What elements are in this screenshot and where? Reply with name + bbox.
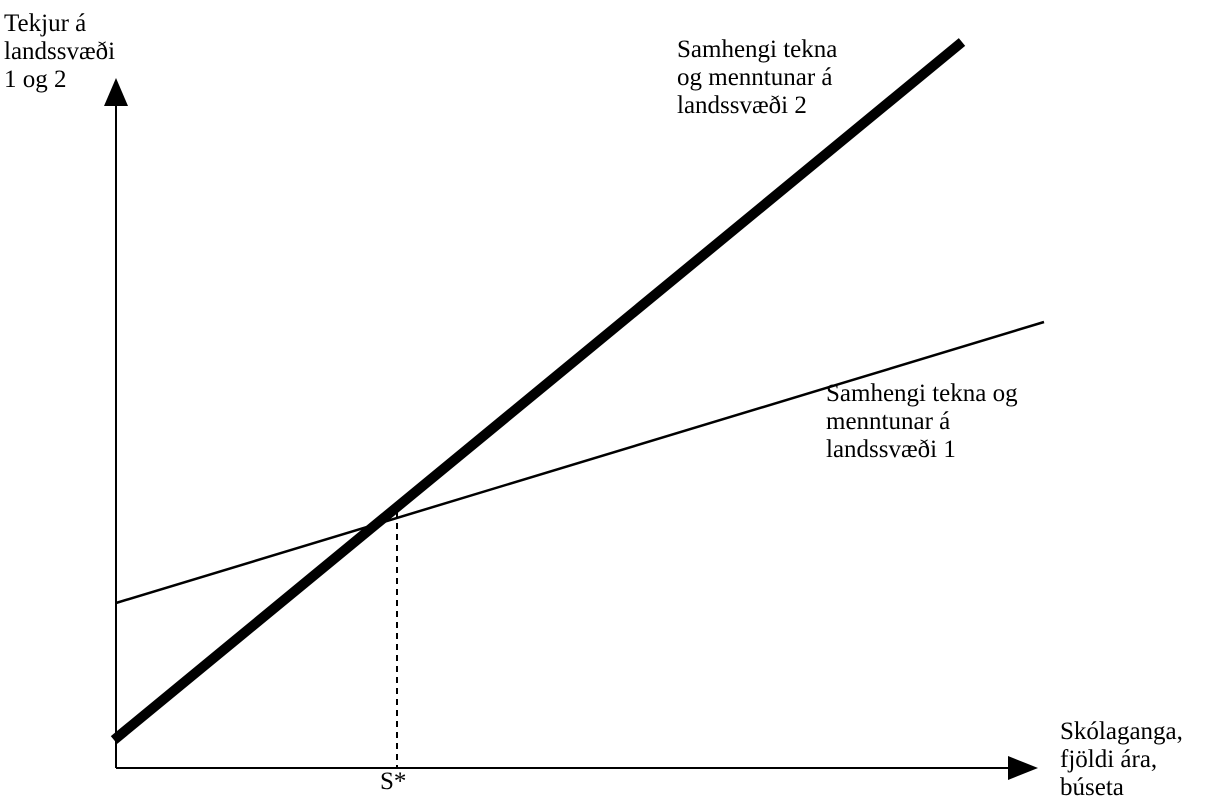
s-star-marker-label: S* — [380, 768, 407, 795]
x-axis-label: Skólaganga, fjöldi ára, búseta — [1060, 718, 1183, 800]
region1-line — [115, 320, 1045, 605]
y-axis-arrow-icon — [104, 78, 128, 106]
region2-line — [110, 38, 966, 744]
y-axis-label: Tekjur á landssvæði 1 og 2 — [4, 10, 116, 93]
region1-line-label: Samhengi tekna og menntunar á landssvæði… — [826, 380, 1018, 463]
x-axis-arrow-icon — [1008, 756, 1038, 780]
region2-line-label: Samhengi tekna og menntunar á landssvæði… — [677, 36, 838, 119]
